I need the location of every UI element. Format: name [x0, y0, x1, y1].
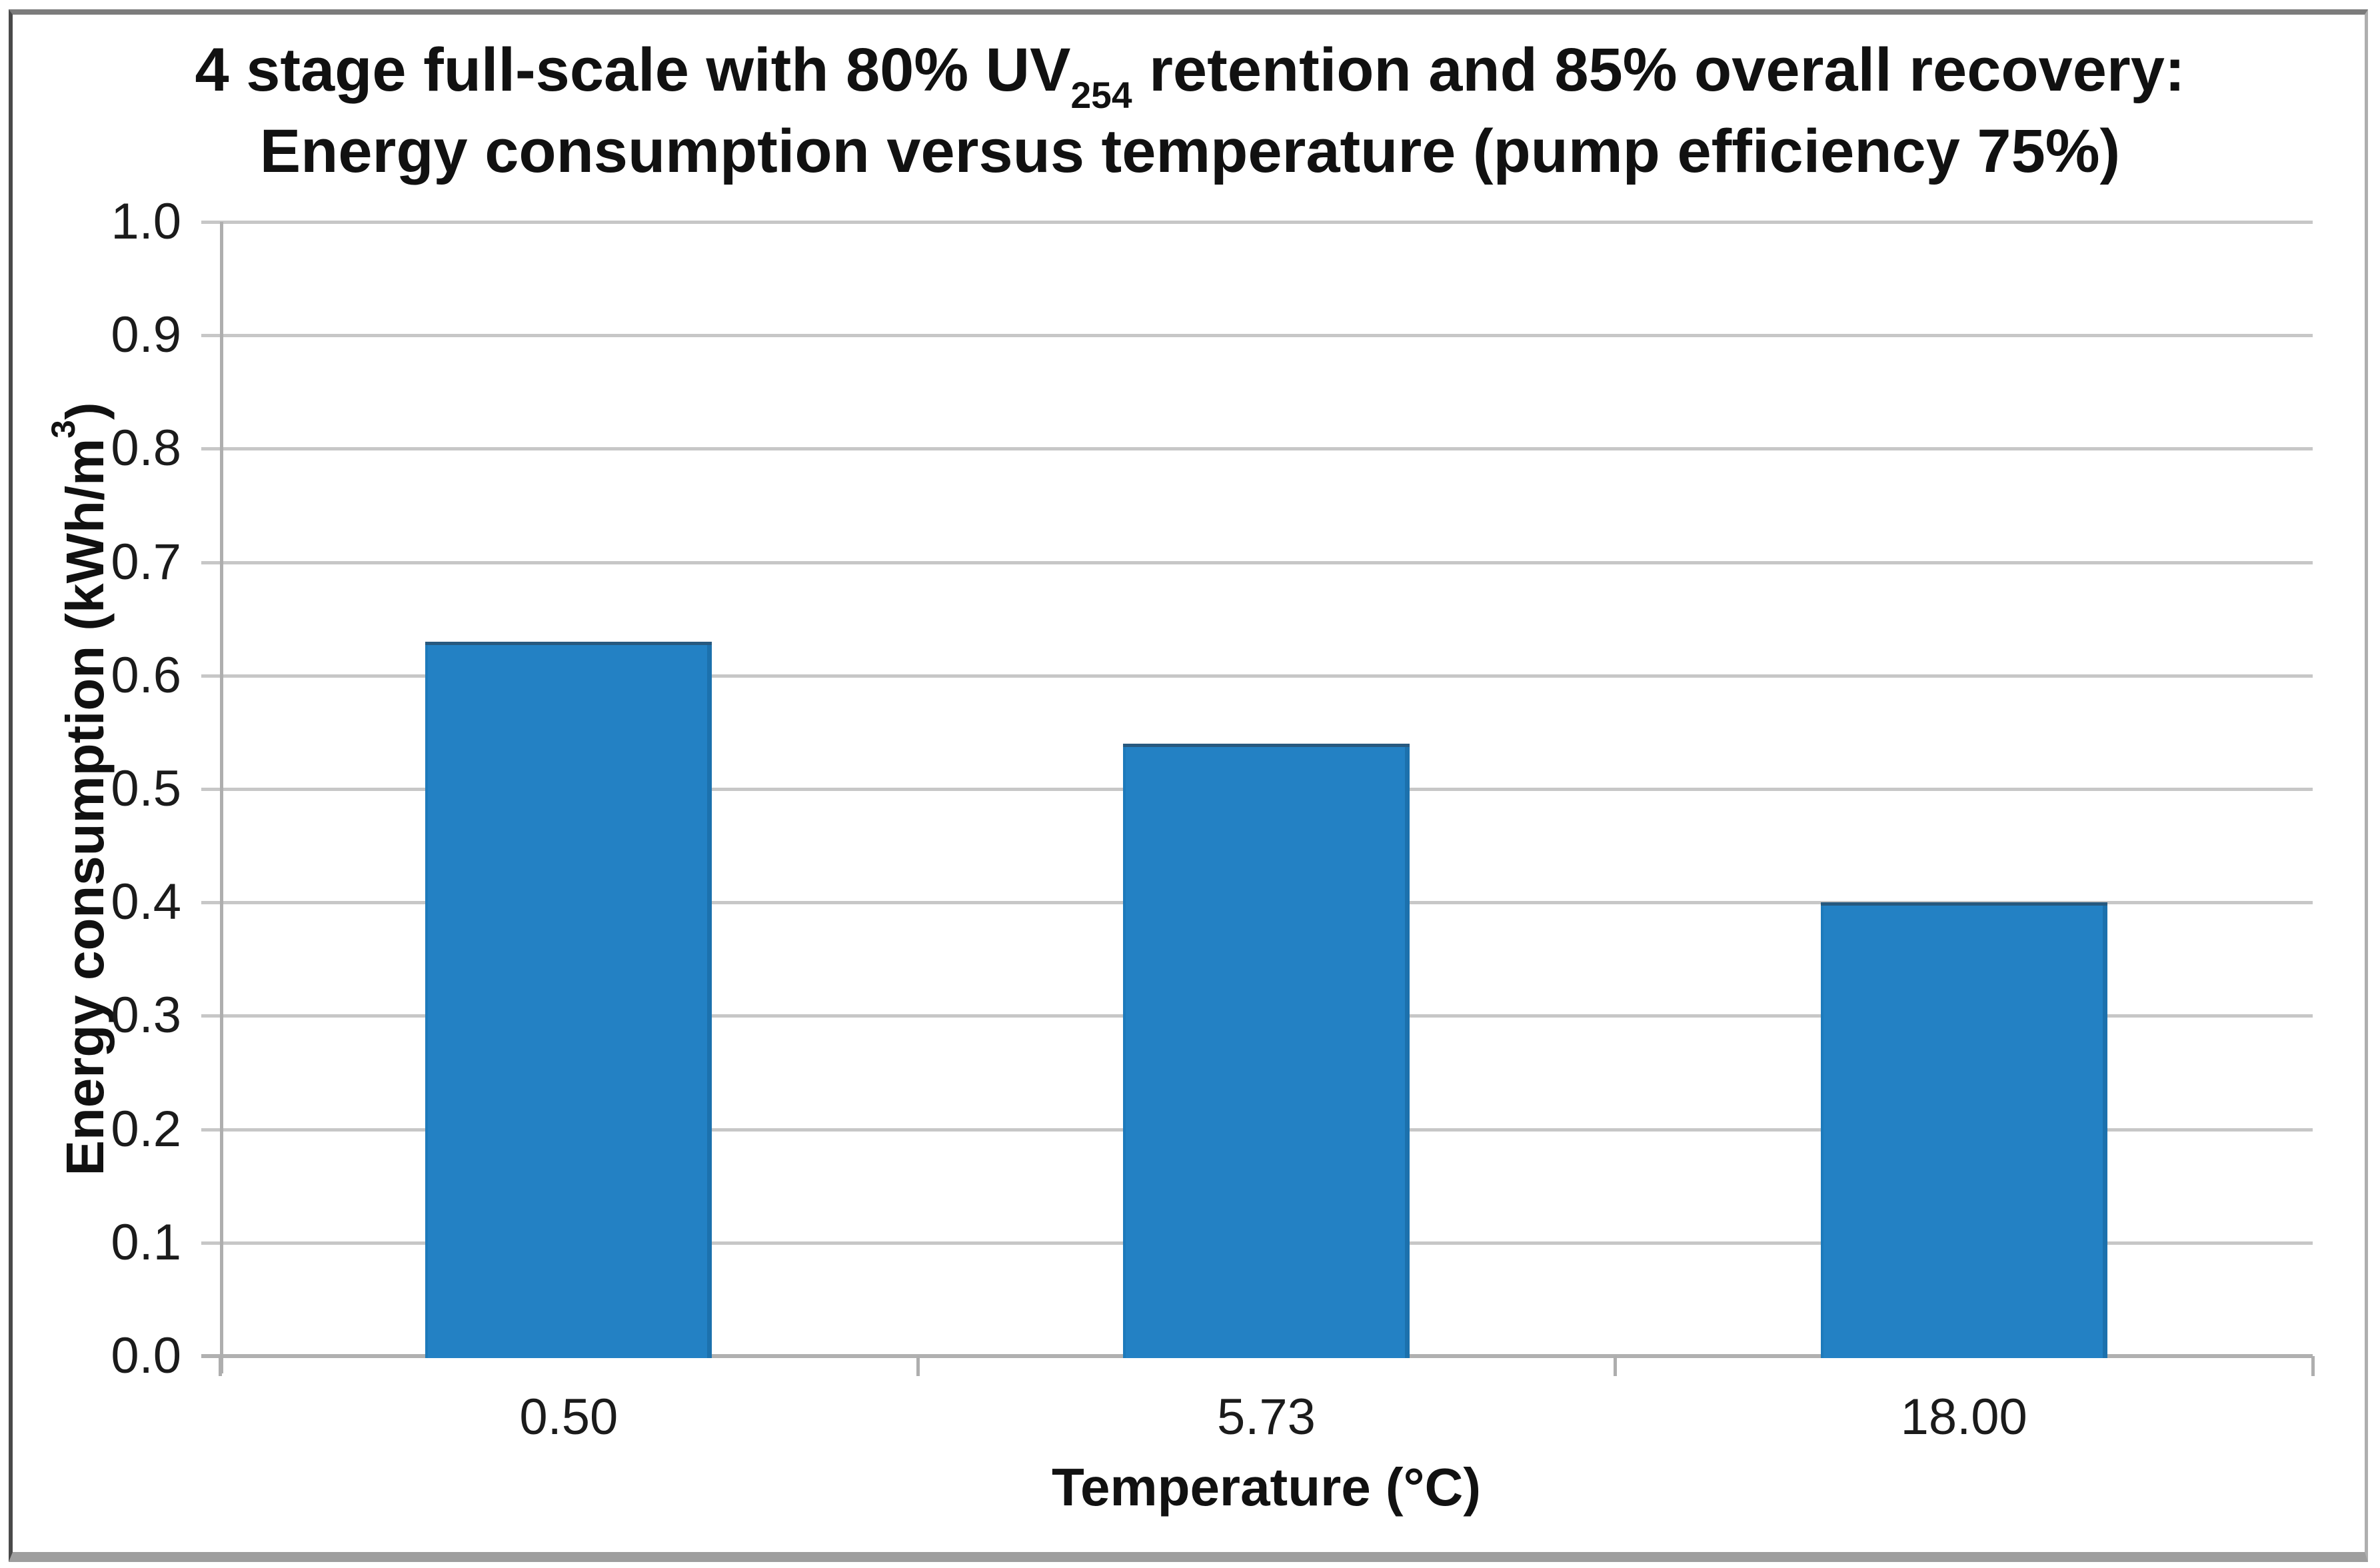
uv254-subscript: 254 — [1070, 75, 1132, 116]
figure-border-frame — [9, 9, 2368, 1562]
y-tick-label-0.3: 0.3 — [111, 987, 181, 1044]
x-axis-tick-mark — [916, 1356, 920, 1376]
x-axis-tick-mark — [2311, 1356, 2315, 1376]
y-tick-label-0.2: 0.2 — [111, 1100, 181, 1158]
y-tick-label-0.1: 0.1 — [111, 1213, 181, 1271]
gridline-0.7 — [201, 560, 2313, 564]
x-tick-label-0.50: 0.50 — [519, 1389, 618, 1445]
chart-title-line2: Energy consumption versus temperature (p… — [259, 117, 2121, 185]
x-axis-title: Temperature (°C) — [1052, 1457, 1481, 1517]
gridline-1.0 — [201, 221, 2313, 224]
chart-title: 4 stage full-scale with 80% UV254 retent… — [0, 29, 2380, 192]
y-tick-label-0.0: 0.0 — [111, 1327, 181, 1384]
y-tick-label-0.4: 0.4 — [111, 874, 181, 931]
y-tick-label-0.5: 0.5 — [111, 760, 181, 817]
bar-temperature-0.50 — [425, 641, 712, 1358]
bar-temperature-18.00 — [1820, 902, 2107, 1358]
x-axis-tick-mark — [219, 1356, 222, 1376]
y-tick-label-0.6: 0.6 — [111, 646, 181, 704]
y-tick-label-0.9: 0.9 — [111, 307, 181, 364]
gridline-0.8 — [201, 447, 2313, 451]
x-tick-label-18.00: 18.00 — [1900, 1389, 2027, 1445]
chart-title-line1: 4 stage full-scale with 80% UV254 retent… — [195, 36, 2185, 116]
y-tick-label-1.0: 1.0 — [111, 193, 181, 250]
gridline-0.6 — [201, 674, 2313, 678]
bar-temperature-5.73 — [1123, 743, 1410, 1358]
y-tick-label-0.8: 0.8 — [111, 420, 181, 477]
x-tick-label-5.73: 5.73 — [1217, 1389, 1316, 1445]
x-axis-tick-mark — [1614, 1356, 1618, 1376]
y-axis-line — [220, 222, 223, 1373]
gridline-0.9 — [201, 334, 2313, 338]
y-tick-label-0.7: 0.7 — [111, 533, 181, 590]
